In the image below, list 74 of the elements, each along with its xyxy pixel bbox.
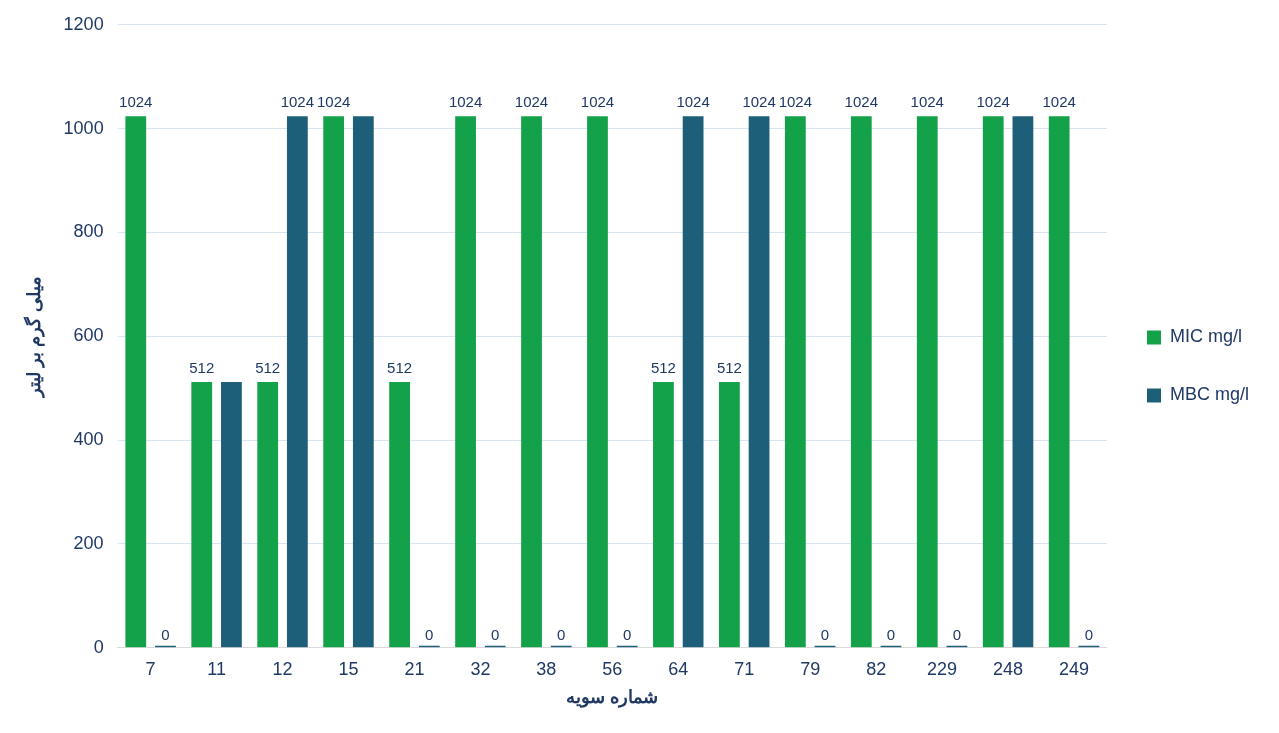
data-label: 1024 — [742, 92, 776, 110]
bar — [191, 381, 213, 648]
y-tick-label: 1200 — [63, 13, 104, 34]
x-tick-label: 38 — [536, 658, 557, 679]
x-tick-label: 56 — [602, 658, 623, 679]
legend-label: MIC mg/l — [1170, 326, 1242, 347]
data-label: 0 — [161, 626, 170, 644]
bar — [916, 116, 938, 648]
bar — [323, 116, 345, 648]
bar — [221, 381, 242, 648]
x-tick-label: 12 — [272, 658, 293, 679]
data-label: 512 — [716, 358, 742, 376]
x-tick-label: 79 — [800, 658, 821, 679]
data-label: 0 — [425, 626, 434, 644]
bar — [521, 116, 542, 648]
data-label: 1024 — [316, 92, 351, 110]
data-label: 1024 — [910, 92, 944, 110]
data-label: 0 — [886, 626, 896, 644]
y-tick-label: 400 — [73, 429, 104, 450]
x-tick-label: 7 — [145, 658, 156, 679]
x-tick-label: 71 — [734, 658, 755, 679]
data-label: 1024 — [280, 92, 315, 110]
data-label: 0 — [1084, 626, 1094, 644]
bar — [850, 116, 872, 648]
data-label: 0 — [557, 626, 566, 644]
data-label: 1024 — [1042, 92, 1076, 110]
x-tick-label: 15 — [338, 658, 359, 679]
y-tick-label: 1000 — [63, 117, 104, 138]
data-label: 512 — [387, 358, 413, 376]
bar — [682, 116, 704, 648]
bar — [257, 381, 279, 648]
bar — [1012, 116, 1034, 648]
data-label: 512 — [650, 358, 676, 376]
data-label: 0 — [952, 626, 962, 644]
x-tick-label: 32 — [470, 658, 491, 679]
x-tick-label: 249 — [1058, 658, 1090, 679]
y-axis-title: میلی گرم بر لیتر — [22, 275, 45, 399]
x-axis-title: شماره سویه — [566, 687, 659, 709]
bar — [352, 116, 374, 648]
bar — [719, 381, 740, 648]
bar — [748, 116, 770, 648]
data-label: 1024 — [778, 92, 813, 110]
y-tick-label: 200 — [73, 532, 104, 553]
x-tick-label: 11 — [207, 658, 226, 679]
bar — [125, 116, 147, 648]
data-label: 1024 — [448, 92, 483, 110]
data-label: 1024 — [844, 92, 878, 110]
data-label: 1024 — [119, 92, 153, 110]
data-label: 512 — [189, 358, 215, 376]
bar — [1048, 116, 1070, 648]
data-label: 1024 — [514, 92, 549, 110]
x-tick-label: 229 — [927, 658, 958, 679]
bar — [653, 381, 674, 648]
data-label: 0 — [820, 626, 830, 644]
bar — [286, 116, 308, 648]
data-label: 1024 — [580, 92, 615, 110]
x-tick-label: 82 — [866, 658, 887, 679]
data-label: 1024 — [976, 92, 1010, 110]
x-tick-label: 21 — [404, 658, 425, 679]
bar — [982, 116, 1004, 648]
data-label: 512 — [255, 358, 281, 376]
bar — [389, 381, 410, 648]
legend-label: MBC mg/l — [1170, 384, 1250, 405]
data-label: 0 — [491, 626, 500, 644]
y-tick-label: 0 — [93, 636, 104, 657]
x-tick-label: 248 — [993, 658, 1024, 679]
bar — [587, 116, 608, 648]
data-label: 1024 — [676, 92, 710, 110]
data-label: 0 — [622, 626, 632, 644]
y-tick-label: 600 — [73, 325, 104, 346]
bar — [455, 116, 476, 648]
bar — [784, 116, 806, 648]
y-tick-label: 800 — [73, 221, 104, 242]
x-tick-label: 64 — [668, 658, 689, 679]
